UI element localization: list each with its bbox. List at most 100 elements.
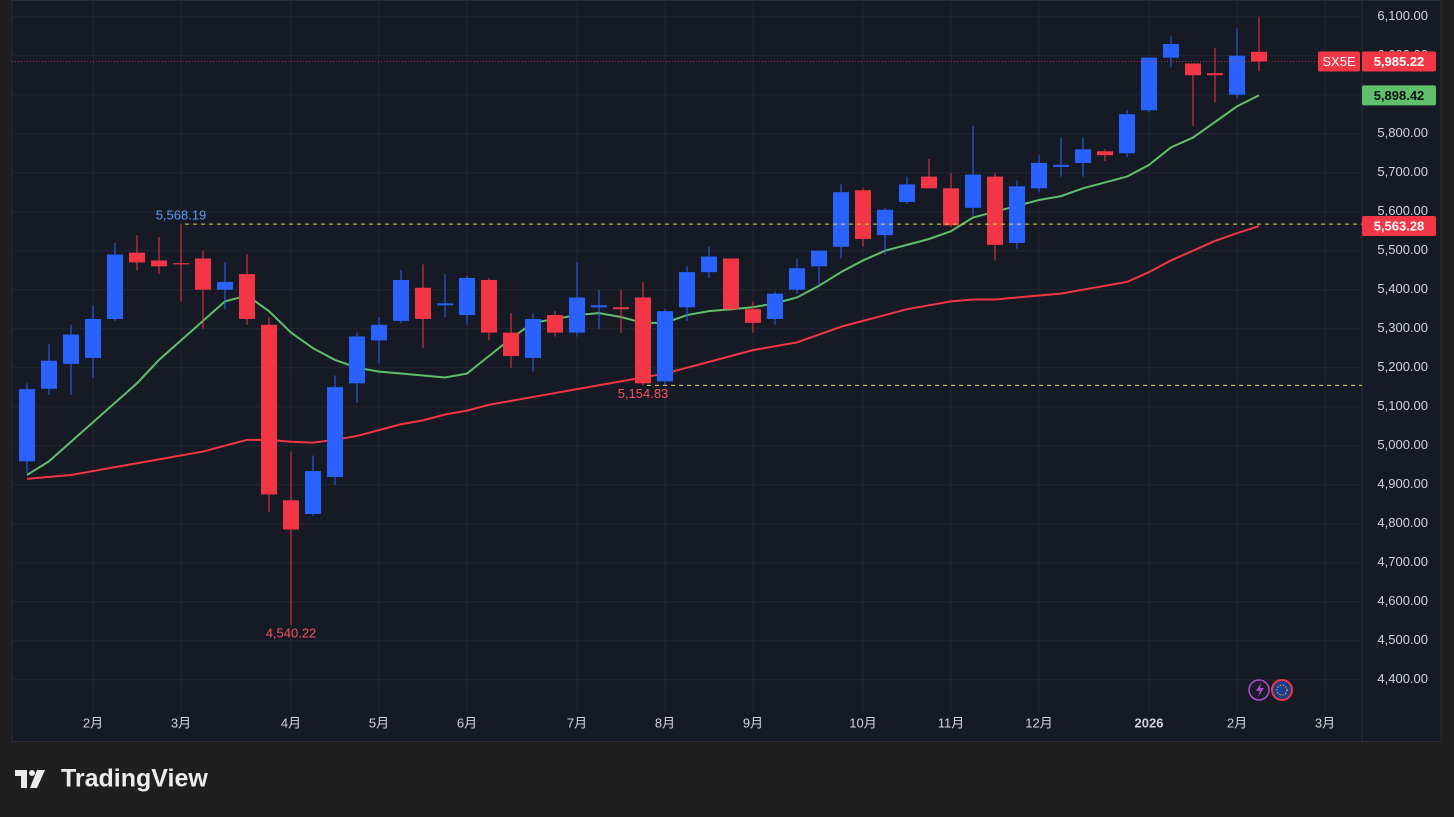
chart-panel — [11, 0, 1442, 742]
candle-body — [921, 176, 937, 189]
price-tag — [1362, 51, 1436, 72]
candle-body — [283, 500, 299, 530]
candle-body — [745, 309, 761, 323]
y-tick-label: 5,400.00 — [1377, 281, 1428, 296]
icon — [1276, 684, 1288, 696]
y-tick-label: 4,600.00 — [1377, 593, 1428, 608]
extreme-label: 5,154.83 — [618, 386, 669, 401]
x-tick-label: 2026 — [1135, 715, 1164, 730]
x-tick-label: 2月 — [83, 715, 103, 730]
logo: TradingView — [15, 765, 208, 793]
plot: 4,400.00 4,500.00 4,600.00 4,700.00 4,800.00… — [12, 0, 1428, 730]
candle-body — [635, 297, 651, 384]
x-tick-label: 4月 — [281, 715, 301, 730]
y-tick-label: 4,700.00 — [1377, 554, 1428, 569]
candle-body — [1185, 63, 1201, 76]
candle-body — [1075, 149, 1091, 163]
x-tick-label: 3月 — [171, 715, 191, 730]
candle-body — [1229, 55, 1245, 95]
y-tick-label: 4,400.00 — [1377, 671, 1428, 686]
event-icons — [1248, 679, 1293, 701]
price-tag-label: 5,563.28 — [1374, 218, 1425, 233]
icon — [1271, 679, 1293, 701]
price-tag — [1362, 85, 1436, 106]
candle-body — [569, 297, 585, 333]
candle-body — [899, 184, 915, 202]
candle-body — [1031, 162, 1047, 189]
y-tick-label: 4,800.00 — [1377, 515, 1428, 530]
extreme-label: 4,540.22 — [266, 625, 317, 640]
symbol-tag-label: SX5E — [1322, 54, 1356, 69]
candle-body — [1097, 151, 1113, 156]
candle-body — [305, 471, 321, 514]
candle-body — [1141, 57, 1157, 111]
x-tick-label: 10月 — [849, 715, 876, 730]
y-tick-label: 5,800.00 — [1377, 125, 1428, 140]
candle-body — [327, 387, 343, 477]
y-tick-label: 5,100.00 — [1377, 398, 1428, 413]
candle-body — [239, 274, 255, 319]
candle-body — [1251, 51, 1267, 62]
y-tick-label: 5,600.00 — [1377, 203, 1428, 218]
candle-body — [547, 315, 563, 333]
candle-body — [877, 209, 893, 236]
x-tick-label: 2月 — [1227, 715, 1247, 730]
candle-body — [811, 250, 827, 267]
y-tick-label: 5,000.00 — [1377, 437, 1428, 452]
x-tick-label: 11月 — [938, 715, 965, 730]
candle-body — [371, 324, 387, 341]
candle-body — [833, 192, 849, 247]
brand-name: TradingView — [61, 765, 208, 793]
candle-body — [1163, 44, 1179, 58]
price-tag — [1362, 216, 1436, 237]
symbol-tag — [1318, 51, 1360, 72]
candle-body — [503, 332, 519, 356]
candle-body — [789, 268, 805, 290]
candle-body — [217, 281, 233, 290]
icon — [1256, 683, 1264, 697]
candle-body — [723, 258, 739, 310]
y-tick-label: 4,500.00 — [1377, 632, 1428, 647]
candle-body — [481, 279, 497, 333]
candle-body — [349, 336, 365, 384]
candle-body — [987, 176, 1003, 245]
logo-mark — [29, 770, 35, 776]
candle-body — [591, 305, 607, 308]
candle-body — [701, 256, 717, 273]
candle-body — [943, 188, 959, 226]
candle-body — [525, 318, 541, 358]
y-tick-label: 6,100.00 — [1377, 8, 1428, 23]
x-tick-label: 8月 — [655, 715, 675, 730]
candle-body — [85, 318, 101, 358]
candle-body — [41, 360, 57, 389]
candle-body — [459, 278, 475, 316]
y-tick-label: 5,200.00 — [1377, 359, 1428, 374]
candle-body — [415, 287, 431, 319]
candle-body — [855, 190, 871, 239]
x-tick-label: 3月 — [1315, 715, 1335, 730]
candle-body — [1009, 186, 1025, 243]
x-tick-label: 5月 — [369, 715, 389, 730]
candle-body — [1119, 114, 1135, 154]
x-tick-label: 12月 — [1025, 715, 1052, 730]
candle-body — [173, 263, 189, 265]
candle-body — [657, 311, 673, 382]
logo-mark — [30, 770, 45, 788]
candle-body — [767, 293, 783, 319]
logo-mark — [15, 770, 27, 788]
candle-body — [965, 174, 981, 208]
candle-body — [679, 272, 695, 308]
candle-body — [129, 252, 145, 263]
y-tick-label: 5,500.00 — [1377, 242, 1428, 257]
y-tick-label: 5,300.00 — [1377, 320, 1428, 335]
candle-body — [613, 307, 629, 310]
candle-body — [19, 389, 35, 462]
candle-body — [151, 260, 167, 267]
price-tag-label: 5,985.22 — [1374, 54, 1425, 69]
candle-body — [1207, 73, 1223, 76]
candle-body — [1053, 164, 1069, 167]
candle-body — [63, 334, 79, 364]
y-tick-label: 5,700.00 — [1377, 164, 1428, 179]
extreme-label: 5,568.19 — [156, 208, 207, 223]
